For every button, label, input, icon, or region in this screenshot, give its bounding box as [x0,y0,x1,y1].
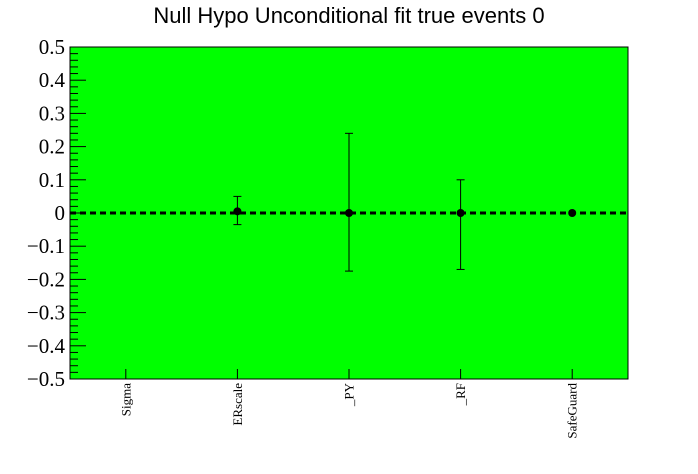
x-tick-label: Sigma [118,383,133,416]
y-axis-minor-ticks [70,53,78,373]
y-tick-label: 0.1 [39,168,65,192]
y-tick-label: 0 [55,201,66,225]
data-point [456,209,465,217]
x-tick-label: _PY [342,382,357,407]
y-tick-label: 0.5 [39,35,65,59]
x-axis-ticks [125,369,573,379]
chart-title: Null Hypo Unconditional fit true events … [153,3,544,28]
data-points [233,207,577,217]
y-tick-label: −0.3 [27,301,65,325]
y-tick-label: −0.5 [27,367,65,391]
data-point [568,209,577,217]
x-axis-tick-labels: Sigma ERscale _PY _RF SafeGuard [118,382,579,438]
data-point [233,207,242,216]
y-tick-label: −0.2 [27,267,65,291]
error-bars [233,132,465,272]
x-tick-label: SafeGuard [565,383,580,439]
y-tick-label: 0.4 [39,68,66,92]
data-point [345,209,353,217]
y-tick-label: −0.1 [27,234,65,258]
y-tick-label: 0.3 [39,101,65,125]
x-tick-label: ERscale [230,383,245,426]
y-axis-tick-labels: 0.5 0.4 0.3 0.2 0.1 0 −0.1 −0.2 −0.3 −0.4 −0.5 [27,35,66,391]
x-tick-label: _RF [453,383,468,406]
y-tick-label: −0.4 [27,334,66,358]
y-tick-label: 0.2 [39,135,65,159]
